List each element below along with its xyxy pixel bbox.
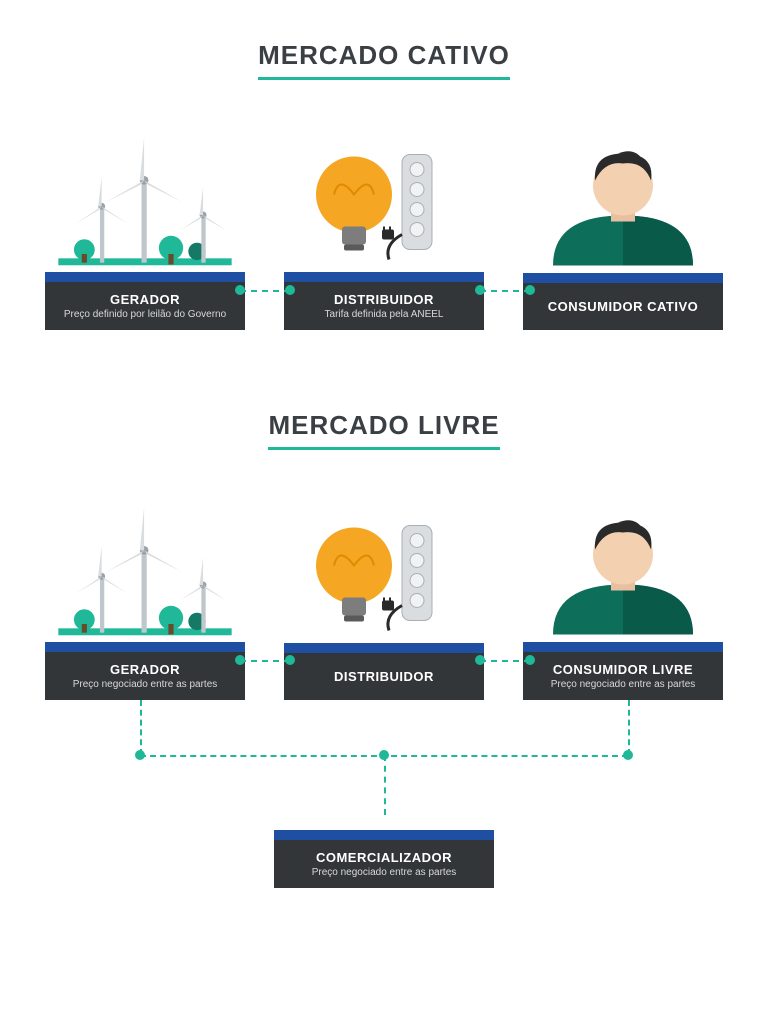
connector-s1-2 xyxy=(480,290,530,292)
connector-s1-1 xyxy=(240,290,290,292)
gerador-icon xyxy=(45,132,245,272)
node-gerador-cativo: GERADOR Preço definido por leilão do Gov… xyxy=(40,132,250,330)
platform xyxy=(274,830,494,840)
platform xyxy=(284,643,484,653)
node-title: COMERCIALIZADOR xyxy=(280,850,488,865)
node-title: CONSUMIDOR CATIVO xyxy=(529,299,717,314)
platform xyxy=(523,273,723,283)
label-box: CONSUMIDOR CATIVO xyxy=(523,283,723,330)
section2-row: GERADOR Preço negociado entre as partes … xyxy=(0,480,768,700)
connector-v-right xyxy=(628,700,630,755)
node-title: GERADOR xyxy=(51,292,239,307)
label-box: GERADOR Preço definido por leilão do Gov… xyxy=(45,282,245,330)
section1-row: GERADOR Preço definido por leilão do Gov… xyxy=(0,110,768,330)
node-comercializador: COMERCIALIZADOR Preço negociado entre as… xyxy=(274,830,494,888)
comercializador-connectors xyxy=(0,700,768,830)
connector-s2-1 xyxy=(240,660,290,662)
connector-dot xyxy=(235,285,245,295)
node-subtitle: Preço definido por leilão do Governo xyxy=(51,309,239,320)
consumidor-icon xyxy=(523,133,723,273)
section1-title: MERCADO CATIVO xyxy=(258,40,510,80)
node-subtitle: Tarifa definida pela ANEEL xyxy=(290,309,478,320)
connector-dot xyxy=(525,285,535,295)
consumidor-icon xyxy=(523,502,723,642)
platform xyxy=(45,272,245,282)
label-box: GERADOR Preço negociado entre as partes xyxy=(45,652,245,700)
node-title: GERADOR xyxy=(51,662,239,677)
platform xyxy=(45,642,245,652)
connector-dot xyxy=(235,655,245,665)
label-box: COMERCIALIZADOR Preço negociado entre as… xyxy=(274,840,494,888)
node-consumidor-cativo: CONSUMIDOR CATIVO xyxy=(518,133,728,330)
connector-dot xyxy=(525,655,535,665)
connector-v-center xyxy=(384,755,386,815)
node-distribuidor-livre: DISTRIBUIDOR xyxy=(279,503,489,700)
node-gerador-livre: GERADOR Preço negociado entre as partes xyxy=(40,502,250,700)
connector-s2-2 xyxy=(480,660,530,662)
connector-dot xyxy=(285,655,295,665)
node-subtitle: Preço negociado entre as partes xyxy=(529,679,717,690)
connector-dot xyxy=(379,750,389,760)
connector-dot xyxy=(285,285,295,295)
distribuidor-icon xyxy=(284,503,484,643)
connector-v-left xyxy=(140,700,142,755)
connector-dot xyxy=(475,655,485,665)
node-subtitle: Preço negociado entre as partes xyxy=(51,679,239,690)
section2-title: MERCADO LIVRE xyxy=(268,410,499,450)
platform xyxy=(523,642,723,652)
node-title: DISTRIBUIDOR xyxy=(290,669,478,684)
label-box: DISTRIBUIDOR xyxy=(284,653,484,700)
platform xyxy=(284,272,484,282)
node-title: CONSUMIDOR LIVRE xyxy=(529,662,717,677)
label-box: CONSUMIDOR LIVRE Preço negociado entre a… xyxy=(523,652,723,700)
node-subtitle: Preço negociado entre as partes xyxy=(280,867,488,878)
connector-dot xyxy=(475,285,485,295)
gerador-icon xyxy=(45,502,245,642)
node-distribuidor-cativo: DISTRIBUIDOR Tarifa definida pela ANEEL xyxy=(279,132,489,330)
node-title: DISTRIBUIDOR xyxy=(290,292,478,307)
node-consumidor-livre: CONSUMIDOR LIVRE Preço negociado entre a… xyxy=(518,502,728,700)
distribuidor-icon xyxy=(284,132,484,272)
label-box: DISTRIBUIDOR Tarifa definida pela ANEEL xyxy=(284,282,484,330)
